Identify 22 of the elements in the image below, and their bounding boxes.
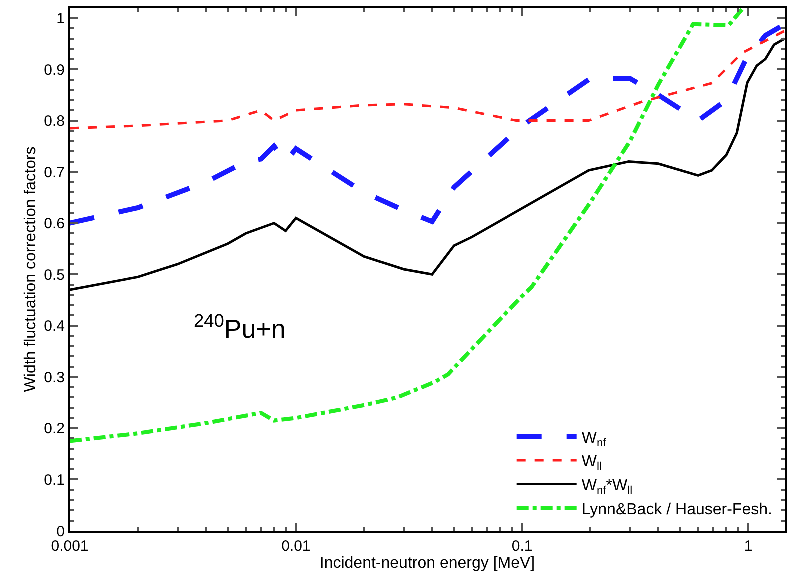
y-tick-label: 0	[56, 523, 65, 540]
y-tick-label: 0.6	[44, 216, 65, 233]
x-tick-label: 0.1	[512, 538, 533, 555]
y-tick-label: 0.8	[44, 113, 65, 130]
y-tick-label: 0.4	[44, 318, 65, 336]
annotation: $^{240}$Pu+n	[194, 311, 286, 344]
legend-label: Lynn&Back / Hauser-Fesh.	[582, 501, 772, 518]
x-tick-label: 0.001	[51, 538, 89, 555]
x-tick-label: 0.01	[282, 538, 311, 555]
x-tick-label: 1	[744, 538, 753, 555]
y-tick-label: 0.1	[44, 472, 65, 489]
y-tick-label: 0.9	[44, 62, 65, 79]
legend-label: W$_{ll}$	[582, 454, 602, 474]
x-axis-title: Incident-neutron energy [MeV]	[320, 555, 536, 572]
y-tick-label: 0.3	[44, 369, 65, 386]
y-tick-label: 0.5	[44, 266, 65, 284]
legend-label: W$_{nf}$	[582, 430, 608, 450]
y-tick-label: 0.2	[44, 420, 65, 438]
y-tick-label: 1	[56, 10, 65, 28]
legend-label: W$_{nf}$*W$_{ll}$	[582, 478, 633, 497]
y-tick-label: 0.7	[44, 164, 65, 182]
y-axis-title: Width fluctuation correction factors	[22, 146, 40, 392]
